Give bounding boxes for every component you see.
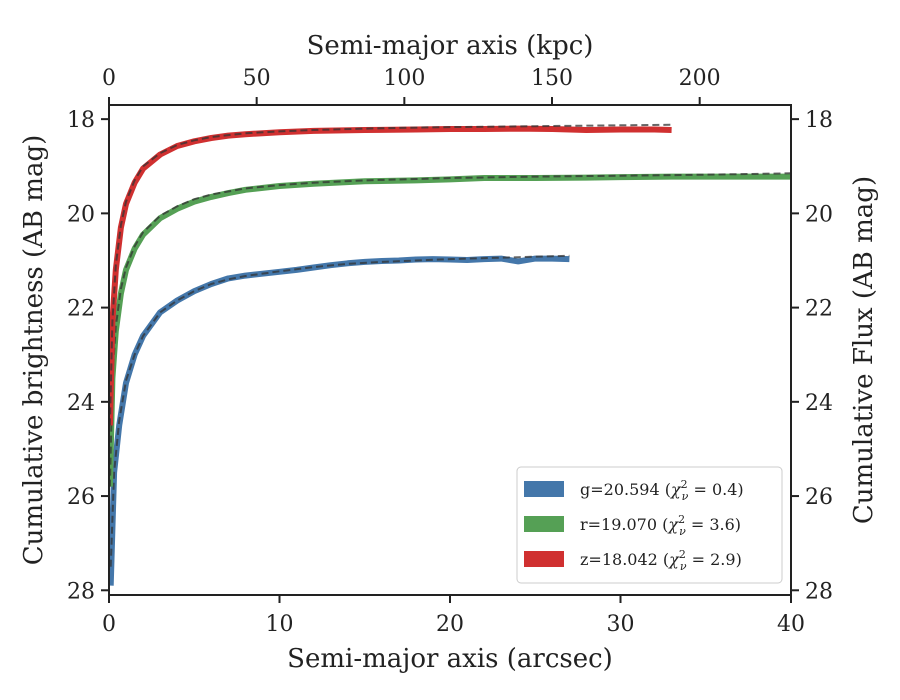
x2-tick-label: 150 — [531, 66, 573, 91]
legend-chi-sub: ν — [679, 525, 686, 538]
legend-chi-sup: 2 — [679, 548, 686, 561]
legend-frame — [516, 466, 783, 584]
legend-label-text: r=19.070 ( — [580, 515, 668, 534]
y2-tick-label: 24 — [805, 391, 833, 416]
legend-label-g: g=20.594 (χ2 ν = 0.4) — [580, 478, 744, 503]
y2-tick-label: 26 — [805, 485, 833, 510]
x2-tick-label: 200 — [679, 66, 721, 91]
y-tick-label: 28 — [67, 579, 95, 604]
x-tick-label: 40 — [777, 612, 805, 637]
x2-tick-label: 50 — [243, 66, 271, 91]
legend: g=20.594 (χ2 ν = 0.4)r=19.070 (χ2 ν = 3.6)… — [516, 466, 783, 584]
legend-chi-symbol: χ — [668, 550, 680, 569]
y2-tick-label: 22 — [805, 297, 833, 322]
legend-chi-sub: ν — [682, 490, 689, 503]
legend-label-z: z=18.042 (χ2 ν = 2.9) — [580, 548, 742, 573]
legend-chi-sup: 2 — [678, 513, 685, 526]
x-tick-label: 0 — [102, 612, 116, 637]
x2-tick-label: 100 — [383, 66, 425, 91]
legend-label-text: g=20.594 ( — [580, 480, 671, 499]
legend-chi-sup: 2 — [681, 478, 688, 491]
x-tick-label: 10 — [266, 612, 294, 637]
x2-axis-title: Semi-major axis (kpc) — [307, 31, 594, 61]
legend-chi-value: = 3.6) — [686, 515, 741, 534]
x-tick-label: 20 — [436, 612, 464, 637]
y-axis-title: Cumulative brightness (AB mag) — [19, 135, 49, 566]
legend-chi-value: = 0.4) — [688, 480, 743, 499]
legend-chi-value: = 2.9) — [687, 550, 742, 569]
y-tick-label: 20 — [67, 202, 95, 227]
series-clip-group — [109, 123, 791, 586]
legend-swatch-z — [524, 551, 564, 567]
legend-label-r: r=19.070 (χ2 ν = 3.6) — [580, 513, 741, 538]
y-tick-label: 24 — [67, 391, 95, 416]
legend-label-text: z=18.042 ( — [580, 550, 669, 569]
y2-tick-label: 18 — [805, 108, 833, 133]
series-line-z — [109, 125, 672, 426]
series-layer — [109, 123, 791, 586]
legend-chi-symbol: χ — [670, 480, 682, 499]
series-line-g — [109, 255, 570, 586]
y-tick-label: 26 — [67, 485, 95, 510]
x2-tick-label: 0 — [102, 66, 116, 91]
fit-line-z — [109, 123, 672, 426]
y-tick-label: 18 — [67, 108, 95, 133]
y2-tick-label: 28 — [805, 579, 833, 604]
legend-swatch-g — [524, 481, 564, 497]
legend-swatch-r — [524, 516, 564, 532]
legend-chi-symbol: χ — [667, 515, 679, 534]
y2-tick-label: 20 — [805, 202, 833, 227]
x-axis-title: Semi-major axis (arcsec) — [287, 644, 613, 674]
series-line-r — [109, 173, 791, 487]
fit-line-g — [109, 254, 570, 567]
legend-chi-sub: ν — [680, 560, 687, 573]
fit-line-r — [109, 172, 791, 487]
y2-axis-title: Cumulative Flux (AB mag) — [849, 176, 879, 524]
x-tick-label: 30 — [607, 612, 635, 637]
y-tick-label: 22 — [67, 297, 95, 322]
